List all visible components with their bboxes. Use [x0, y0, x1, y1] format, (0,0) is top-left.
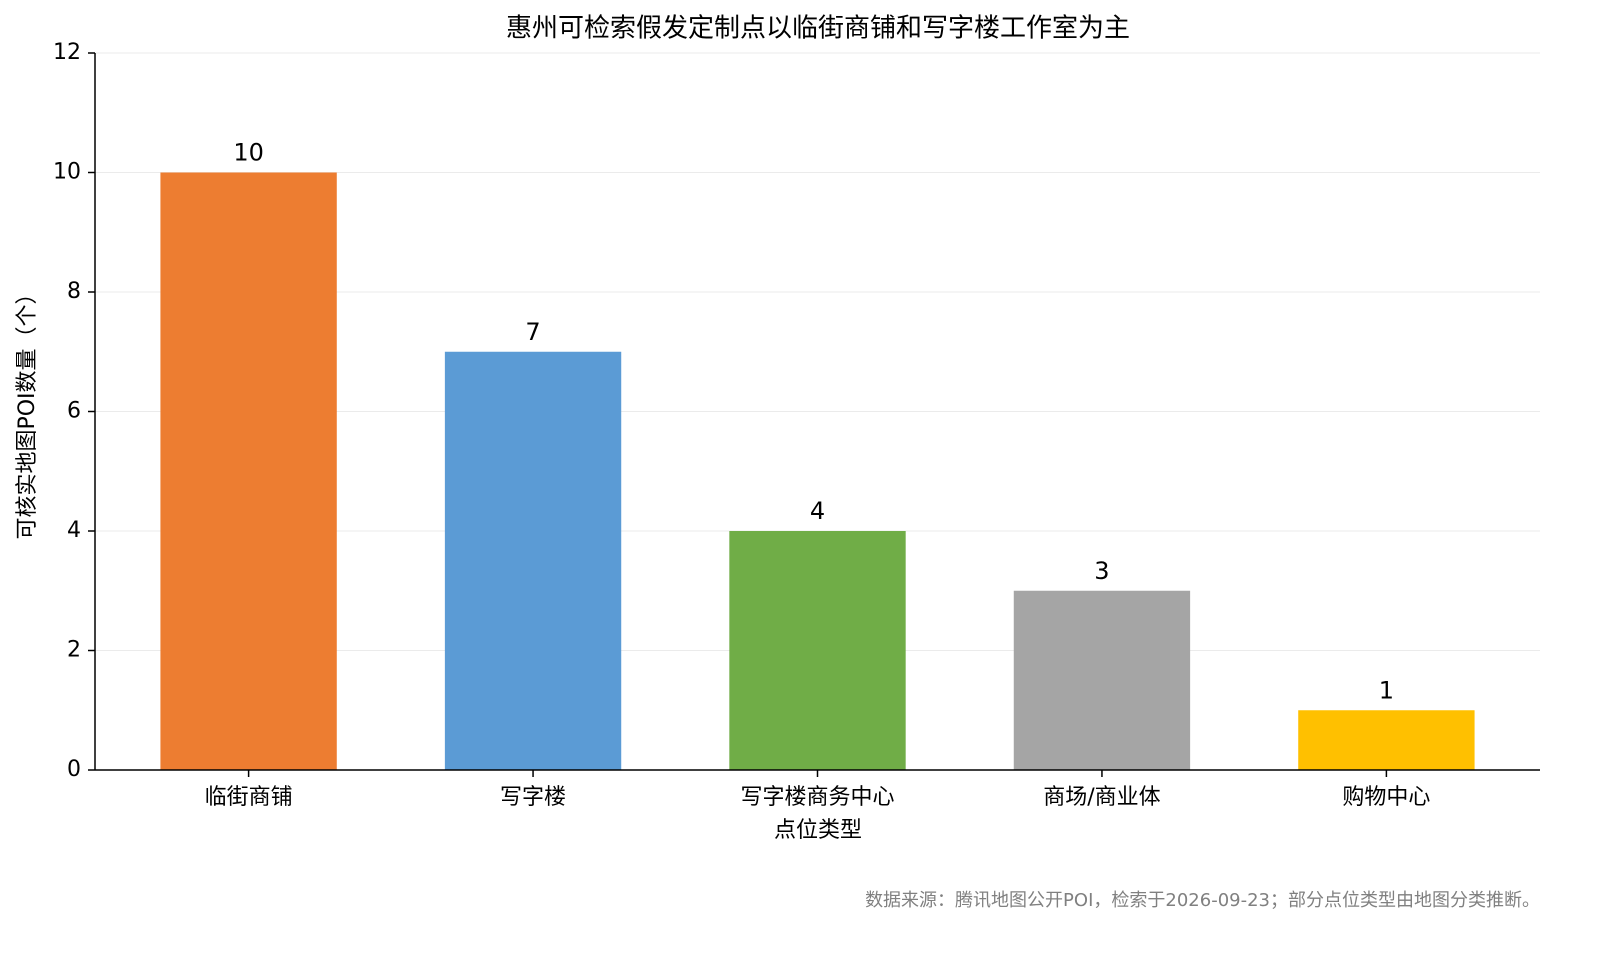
y-tick-label: 10 [53, 160, 81, 185]
y-tick-label: 0 [67, 757, 81, 782]
y-tick-label: 4 [67, 518, 81, 543]
bar [729, 531, 906, 770]
bar [1013, 590, 1191, 770]
data-label: 10 [233, 139, 264, 167]
y-tick-label: 2 [67, 638, 81, 663]
x-tick-label: 临街商铺 [205, 785, 293, 810]
y-tick-label: 12 [53, 40, 81, 65]
y-tick-label: 8 [67, 279, 81, 304]
bar [444, 351, 622, 770]
bar [160, 172, 337, 770]
x-tick-label: 商场/商业体 [1043, 785, 1160, 810]
x-tick-label: 购物中心 [1342, 785, 1430, 810]
x-tick-label: 写字楼 [500, 785, 566, 810]
data-label: 1 [1379, 676, 1394, 704]
x-axis-label: 点位类型 [774, 818, 862, 843]
data-label: 7 [525, 318, 540, 346]
chart-title: 惠州可检索假发定制点以临街商铺和写字楼工作室为主 [506, 14, 1130, 44]
x-tick-label: 写字楼商务中心 [740, 785, 894, 810]
data-label: 3 [1094, 557, 1109, 585]
y-axis-label: 可核实地图POI数量（个） [15, 282, 40, 539]
bar [1298, 710, 1475, 770]
y-tick-label: 6 [67, 399, 81, 424]
source-note: 数据来源：腾讯地图公开POI，检索于2026-09-23；部分点位类型由地图分类… [865, 890, 1540, 911]
data-label: 4 [810, 497, 825, 525]
